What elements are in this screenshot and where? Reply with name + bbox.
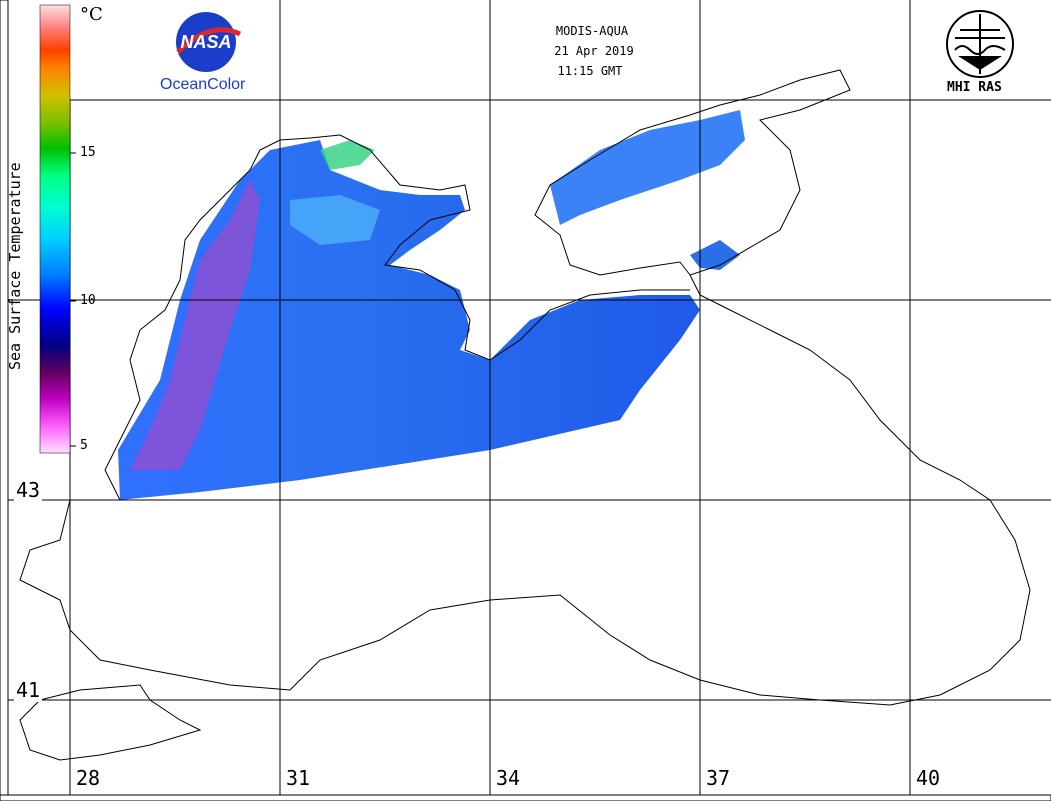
colorbar-tick-10: 10 [80,293,96,308]
lon-label-37: 37 [706,766,731,790]
sst-cool-patch [290,195,380,245]
mhi-ras-logo [946,10,1014,78]
lon-label-40: 40 [916,766,941,790]
sst-warm-band [130,180,260,470]
oceancolor-caption: OceanColor [160,76,246,93]
colorbar-tick-15: 15 [80,145,96,160]
sensor-label: MODIS-AQUA [555,24,629,38]
colorbar-unit: °C [80,4,103,25]
colorbar-title: Sea Surface Temperature [6,162,24,370]
colorbar-tick-5: 5 [80,438,88,453]
sst-west-shelf [118,140,700,500]
lat-label-41: 41 [14,678,43,702]
sst-azov [550,110,745,225]
lon-label-28: 28 [76,766,101,790]
nasa-logo: NASA [176,12,242,72]
colorbar [39,4,76,454]
colorbar-ramp [39,4,71,454]
time-label: 11:15 GMT [557,64,623,78]
lat-label-43: 43 [14,478,43,502]
lon-label-31: 31 [286,766,311,790]
lon-label-34: 34 [496,766,521,790]
nasa-mark: NASA [180,32,231,52]
sst-coastal-green [320,140,375,170]
sst-azov-east [690,240,740,270]
mhi-ras-caption: MHI RAS [947,80,1002,95]
sst-data-layer [118,110,745,500]
date-label: 21 Apr 2019 [554,44,634,58]
coastline [19,69,1031,761]
